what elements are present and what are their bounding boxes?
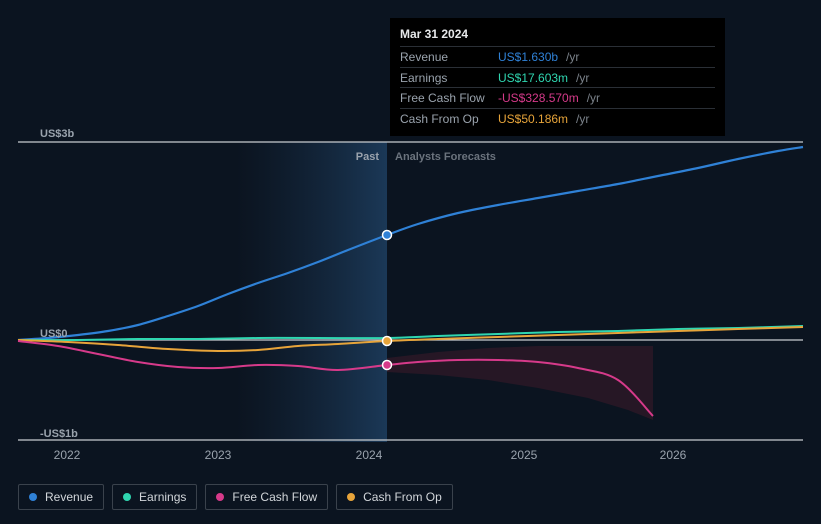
tooltip-row: Revenue US$1.630b/yr [400,46,715,66]
legend-label: Cash From Op [363,490,442,504]
tooltip-row-label: Revenue [400,49,492,66]
y-tick-neg1b: -US$1b [40,428,78,440]
legend-swatch [347,493,355,501]
y-tick-label: US$3b [40,128,74,140]
legend-label: Revenue [45,490,93,504]
tooltip-row: Earnings US$17.603m/yr [400,67,715,87]
series-earnings [18,326,803,340]
legend-item-revenue[interactable]: Revenue [18,484,104,510]
tooltip-row-value: US$17.603m [498,70,568,87]
y-tick-0: US$0 [40,328,68,340]
x-tick-label: 2024 [356,448,383,462]
legend-swatch [29,493,37,501]
y-tick-3b: US$3b [40,128,74,140]
tooltip-row-label: Free Cash Flow [400,90,492,107]
past-shade [236,142,387,442]
fcf-uncertainty-band [387,346,653,420]
past-label: Past [356,151,380,163]
legend-item-free_cash_flow[interactable]: Free Cash Flow [205,484,328,510]
tooltip-row-label: Cash From Op [400,111,492,128]
legend-swatch [216,493,224,501]
x-tick-label: 2026 [660,448,687,462]
y-tick-label: US$0 [40,328,68,340]
x-tick-label: 2025 [511,448,538,462]
tooltip-row-value: US$50.186m [498,111,568,128]
x-tick-label: 2022 [54,448,81,462]
marker-cash-from-op [383,337,392,346]
legend-item-earnings[interactable]: Earnings [112,484,197,510]
forecast-label: Analysts Forecasts [395,151,496,163]
legend-label: Free Cash Flow [232,490,317,504]
tooltip-row-unit: /yr [576,111,589,128]
tooltip-title: Mar 31 2024 [400,26,715,43]
legend-swatch [123,493,131,501]
tooltip-row-value: -US$328.570m [498,90,579,107]
tooltip-row: Free Cash Flow -US$328.570m/yr [400,87,715,107]
y-tick-label: -US$1b [40,428,78,440]
hover-tooltip: Mar 31 2024 Revenue US$1.630b/yr Earnings U… [390,18,725,136]
series-revenue [18,147,803,340]
marker-free-cash-flow [383,361,392,370]
x-axis: 2022 2023 2024 2025 2026 [18,448,803,464]
tooltip-row-unit: /yr [587,90,600,107]
legend: Revenue Earnings Free Cash Flow Cash From O… [18,484,453,510]
tooltip-row-unit: /yr [566,49,579,66]
marker-revenue [383,231,392,240]
tooltip-row-value: US$1.630b [498,49,558,66]
tooltip-row: Cash From Op US$50.186m/yr [400,108,715,128]
tooltip-row-label: Earnings [400,70,492,87]
legend-item-cash_from_op[interactable]: Cash From Op [336,484,453,510]
x-tick-label: 2023 [205,448,232,462]
tooltip-row-unit: /yr [576,70,589,87]
legend-label: Earnings [139,490,186,504]
